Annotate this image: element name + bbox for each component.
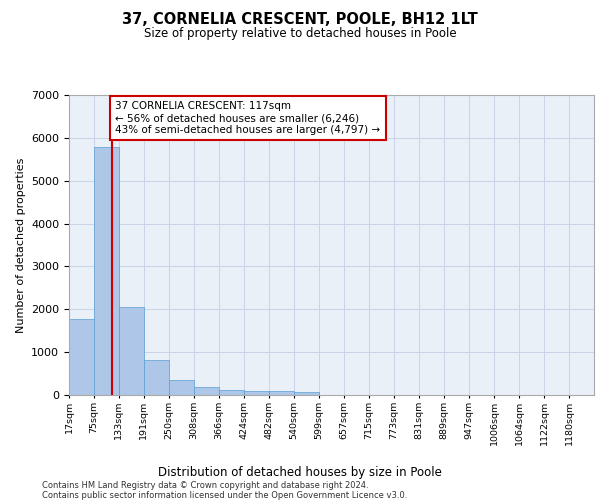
Text: Contains public sector information licensed under the Open Government Licence v3: Contains public sector information licen… — [42, 491, 407, 500]
Y-axis label: Number of detached properties: Number of detached properties — [16, 158, 26, 332]
Bar — [119, 306, 144, 395]
Bar — [294, 392, 319, 395]
Bar — [69, 318, 94, 395]
Bar — [194, 387, 219, 395]
Text: Distribution of detached houses by size in Poole: Distribution of detached houses by size … — [158, 466, 442, 479]
Text: 37 CORNELIA CRESCENT: 117sqm
← 56% of detached houses are smaller (6,246)
43% of: 37 CORNELIA CRESCENT: 117sqm ← 56% of de… — [115, 102, 380, 134]
Bar — [169, 380, 194, 395]
Bar — [244, 390, 269, 395]
Bar — [144, 360, 169, 395]
Text: Contains HM Land Registry data © Crown copyright and database right 2024.: Contains HM Land Registry data © Crown c… — [42, 481, 368, 490]
Bar — [219, 390, 244, 395]
Bar — [94, 148, 119, 395]
Text: 37, CORNELIA CRESCENT, POOLE, BH12 1LT: 37, CORNELIA CRESCENT, POOLE, BH12 1LT — [122, 12, 478, 28]
Bar — [269, 391, 294, 395]
Text: Size of property relative to detached houses in Poole: Size of property relative to detached ho… — [143, 28, 457, 40]
